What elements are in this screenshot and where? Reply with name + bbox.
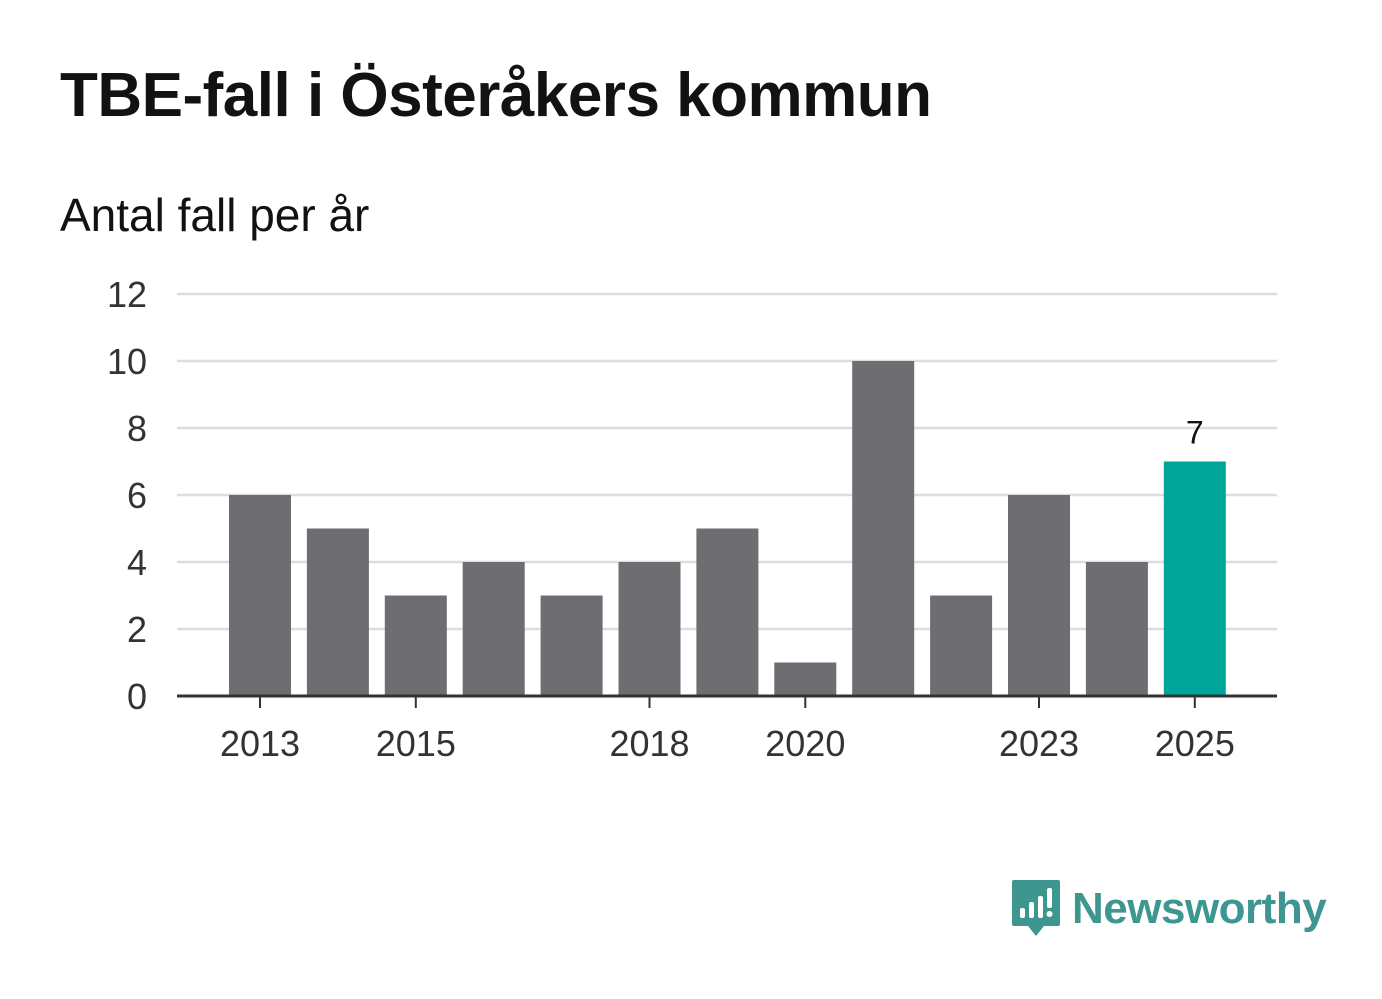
- x-tick-label-2025: 2025: [1155, 723, 1235, 764]
- y-tick-label-10: 10: [107, 341, 147, 382]
- x-tick-label-2020: 2020: [765, 723, 845, 764]
- bar-2023: [1008, 495, 1070, 696]
- bar-2019: [696, 528, 759, 696]
- y-tick-label-12: 12: [107, 274, 147, 315]
- data-label-2025: 7: [1186, 415, 1204, 451]
- bar-2025: [1163, 461, 1226, 696]
- bar-2022: [930, 595, 993, 696]
- bars: [229, 361, 1226, 696]
- chart-subtitle: Antal fall per år: [60, 189, 370, 241]
- x-tick-label-2013: 2013: [220, 723, 300, 764]
- brand-name: Newsworthy: [1072, 884, 1327, 933]
- x-tick-label-2015: 2015: [376, 723, 456, 764]
- y-tick-label-2: 2: [127, 609, 147, 650]
- bar-2024: [1085, 562, 1148, 696]
- newsworthy-logo-icon: [1012, 880, 1060, 936]
- bar-2018: [618, 562, 681, 696]
- newsworthy-logo: Newsworthy: [1010, 878, 1327, 940]
- chart-title: TBE-fall i Österåkers kommun: [60, 61, 932, 130]
- bar-2013: [229, 495, 291, 696]
- y-axis-ticks: 0 2 4 6 8 10 12: [107, 274, 147, 717]
- x-tick-label-2023: 2023: [999, 723, 1079, 764]
- bar-2016: [462, 562, 525, 696]
- bar-2021: [852, 361, 915, 696]
- data-labels: 7: [1186, 415, 1204, 451]
- x-axis-ticks: 2013 2015 2018 2020 2023 2025: [220, 696, 1235, 764]
- bar-2014: [306, 528, 369, 696]
- y-tick-label-8: 8: [127, 408, 147, 449]
- bar-2015: [384, 595, 447, 696]
- y-tick-label-0: 0: [127, 676, 147, 717]
- bar-2020: [774, 662, 837, 696]
- bar-2017: [540, 595, 603, 696]
- x-tick-label-2018: 2018: [609, 723, 689, 764]
- y-tick-label-6: 6: [127, 475, 147, 516]
- y-tick-label-4: 4: [127, 542, 147, 583]
